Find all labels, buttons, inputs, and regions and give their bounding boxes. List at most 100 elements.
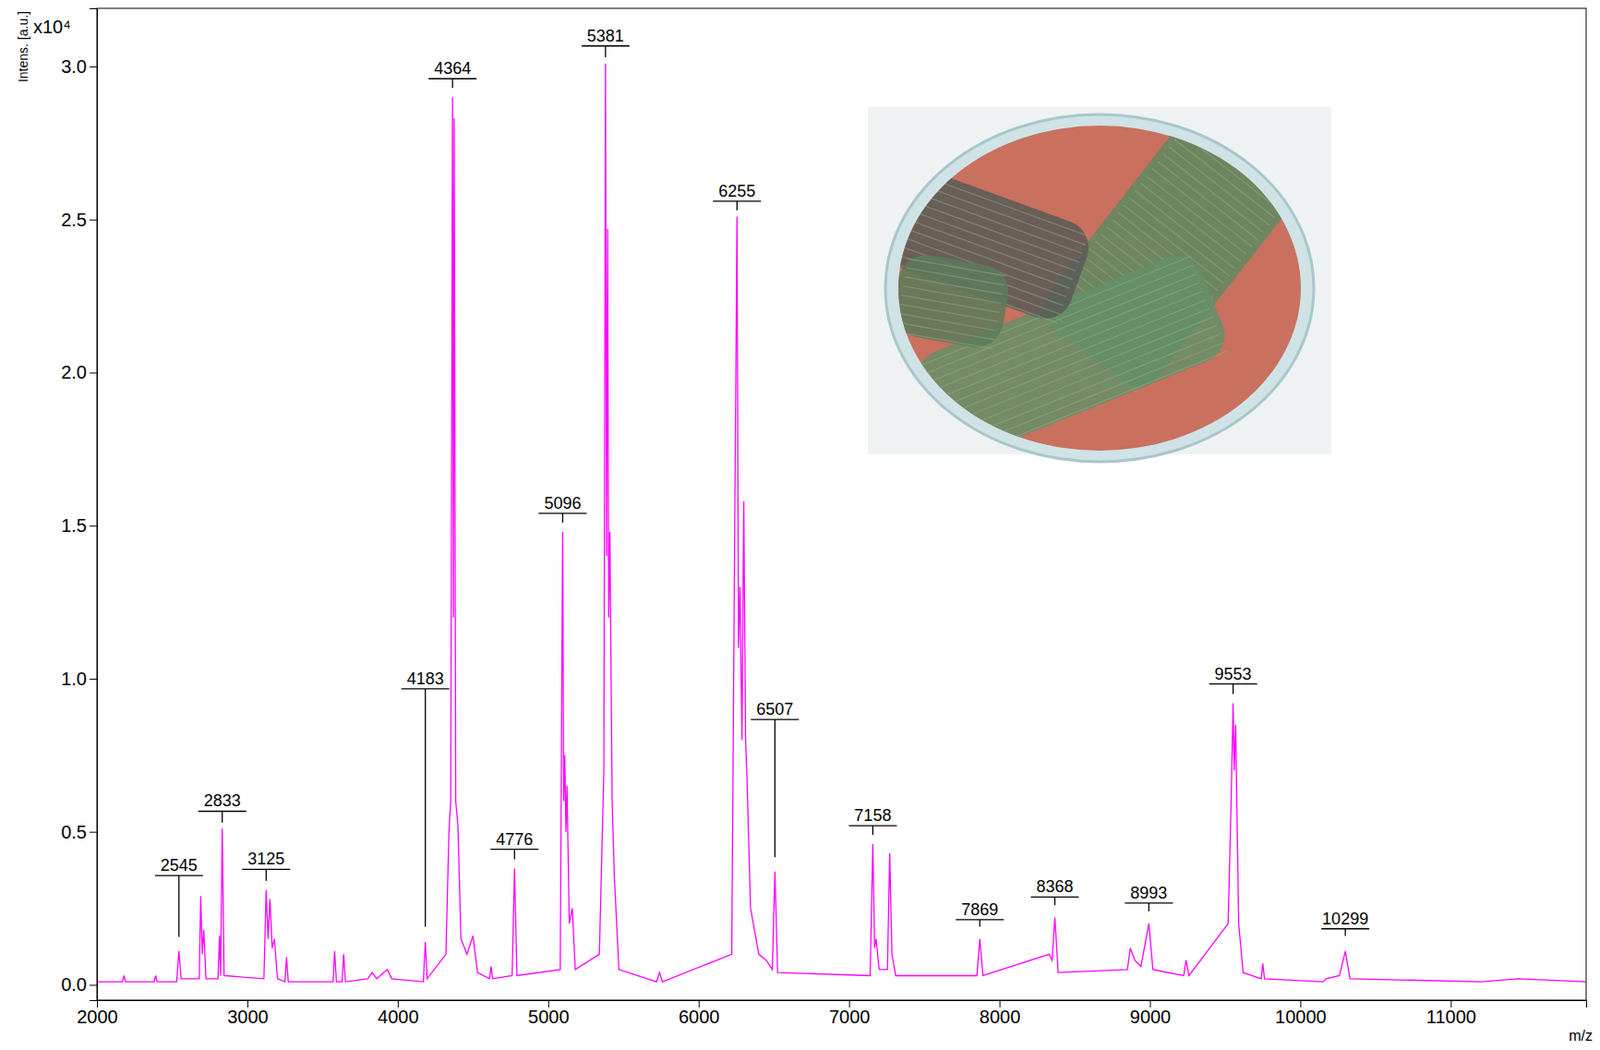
streak-line — [1197, 110, 1299, 190]
y-tick-mark — [89, 984, 97, 986]
annotation-label: 8993 — [1130, 883, 1167, 903]
streak-line — [907, 199, 1080, 263]
x-tick: 10000 — [1275, 999, 1327, 1027]
annotation-leader — [604, 46, 606, 58]
annotation-leader — [514, 849, 516, 860]
annotation-label: 5096 — [543, 493, 581, 513]
plot-area: 2000300040005000600070008000900010000110… — [60, 8, 1587, 1027]
streak-line — [906, 267, 1005, 286]
x-tick-label: 5000 — [528, 1006, 570, 1027]
annotation-leader — [1054, 896, 1056, 905]
x-tick-label: 7000 — [829, 1006, 871, 1027]
annotation-label: 5381 — [587, 26, 625, 46]
streak-line — [898, 312, 997, 331]
streak-line — [1179, 132, 1281, 211]
annotation-leader — [221, 810, 223, 822]
x-tick: 5000 — [528, 999, 570, 1027]
spectrum-line — [96, 63, 1587, 982]
annotation-label: 8368 — [1036, 877, 1074, 896]
streak-line — [907, 258, 1006, 277]
y-tick-mark — [89, 219, 97, 221]
annotation-leader — [562, 513, 564, 523]
y-tick-mark — [89, 831, 97, 833]
streak-line — [914, 181, 1086, 245]
streak-line — [1157, 161, 1259, 241]
annotation-label: 2833 — [204, 791, 241, 810]
marks — [96, 63, 1587, 982]
x-tick: 2000 — [76, 999, 119, 1027]
streak-line — [896, 322, 995, 340]
annotation-label: 10299 — [1322, 909, 1369, 928]
x-tick-label: 10000 — [1275, 1006, 1327, 1027]
y-tick-label: 2.5 — [60, 209, 87, 230]
annotation-leader — [1148, 902, 1150, 912]
y-tick-label: 0.0 — [60, 974, 87, 995]
annotation-leader — [452, 78, 454, 88]
y-axis-title: Intens. [a.u.] — [15, 11, 31, 83]
streak-line — [1203, 103, 1304, 182]
streak-line — [1174, 139, 1276, 218]
streak-line — [948, 334, 1221, 445]
annotation-leader — [872, 825, 874, 835]
x-tick: 7000 — [829, 999, 871, 1027]
y-tick-label: 1.5 — [60, 515, 87, 536]
y-tick-label: 0.5 — [60, 821, 87, 843]
y-tick-mark — [89, 678, 97, 680]
streak-line — [951, 342, 1225, 453]
annotation-label: 6255 — [718, 181, 756, 201]
y-tick-mark — [89, 372, 97, 373]
y-tick: 1.0 — [60, 668, 97, 689]
annotation-label: 6507 — [756, 699, 794, 719]
streak-line — [910, 191, 1083, 254]
annotation-label: 4364 — [433, 59, 471, 78]
y-tick: 2.5 — [60, 209, 97, 230]
y-tick: 1.5 — [60, 515, 97, 536]
streak-line — [1186, 124, 1288, 204]
y-tick-label: 3.0 — [60, 56, 87, 77]
petri-dish-photo — [867, 94, 1332, 466]
y-tick-label: 2.0 — [60, 361, 87, 383]
annotation-leader — [178, 875, 180, 937]
y-tick: 0.5 — [60, 821, 97, 843]
annotation-label: 4183 — [407, 669, 445, 688]
streak-line — [1140, 182, 1241, 262]
x-tick-label: 3000 — [227, 1006, 269, 1027]
plot-frame — [96, 8, 1587, 1000]
streak-line — [1152, 168, 1253, 248]
x-tick-label: 4000 — [377, 1006, 420, 1027]
y-tick: 3.0 — [60, 56, 97, 77]
streak-line — [900, 303, 999, 322]
y-tick-mark — [89, 66, 97, 68]
streak-line — [1168, 146, 1270, 226]
streak — [889, 250, 1013, 351]
annotations: 2545283331254183436447765096538162556507… — [155, 26, 1370, 938]
y-axis: 0.0 0.5 1.0 1.5 2.0 2.5 3.0 — [60, 9, 97, 1001]
annotation-leader — [774, 719, 776, 857]
x-tick-label: 8000 — [979, 1006, 1022, 1027]
annotation-leader — [1232, 684, 1234, 695]
annotation-leader — [424, 688, 426, 927]
y-multiplier: x10⁴ — [33, 16, 72, 37]
streak-line — [1134, 190, 1236, 269]
x-tick: 4000 — [377, 999, 420, 1027]
annotation-label: 4776 — [495, 830, 533, 849]
annotation-label: 7158 — [854, 806, 891, 825]
streak-line — [1163, 154, 1264, 233]
y-axis-line — [89, 9, 98, 1001]
x-tick-label: 9000 — [1130, 1006, 1172, 1027]
annotation-label: 3125 — [247, 849, 285, 868]
annotation-label: 9553 — [1215, 664, 1252, 684]
x-tick-label: 2000 — [76, 1006, 119, 1027]
colony-streaks — [879, 94, 1313, 466]
streak-line — [954, 350, 1228, 461]
x-axis: 2000300040005000600070008000900010000110… — [76, 999, 1587, 1027]
chart: 2000300040005000600070008000900010000110… — [0, 0, 1600, 1050]
y-tick: 2.0 — [60, 361, 97, 383]
annotation-label: 7869 — [961, 900, 999, 919]
x-tick-label: 6000 — [678, 1006, 721, 1027]
streak-line — [904, 276, 1003, 295]
x-tick: 8000 — [979, 999, 1022, 1027]
y-tick-mark — [89, 525, 97, 527]
annotation-leader — [265, 868, 267, 880]
streak-line — [894, 331, 993, 349]
